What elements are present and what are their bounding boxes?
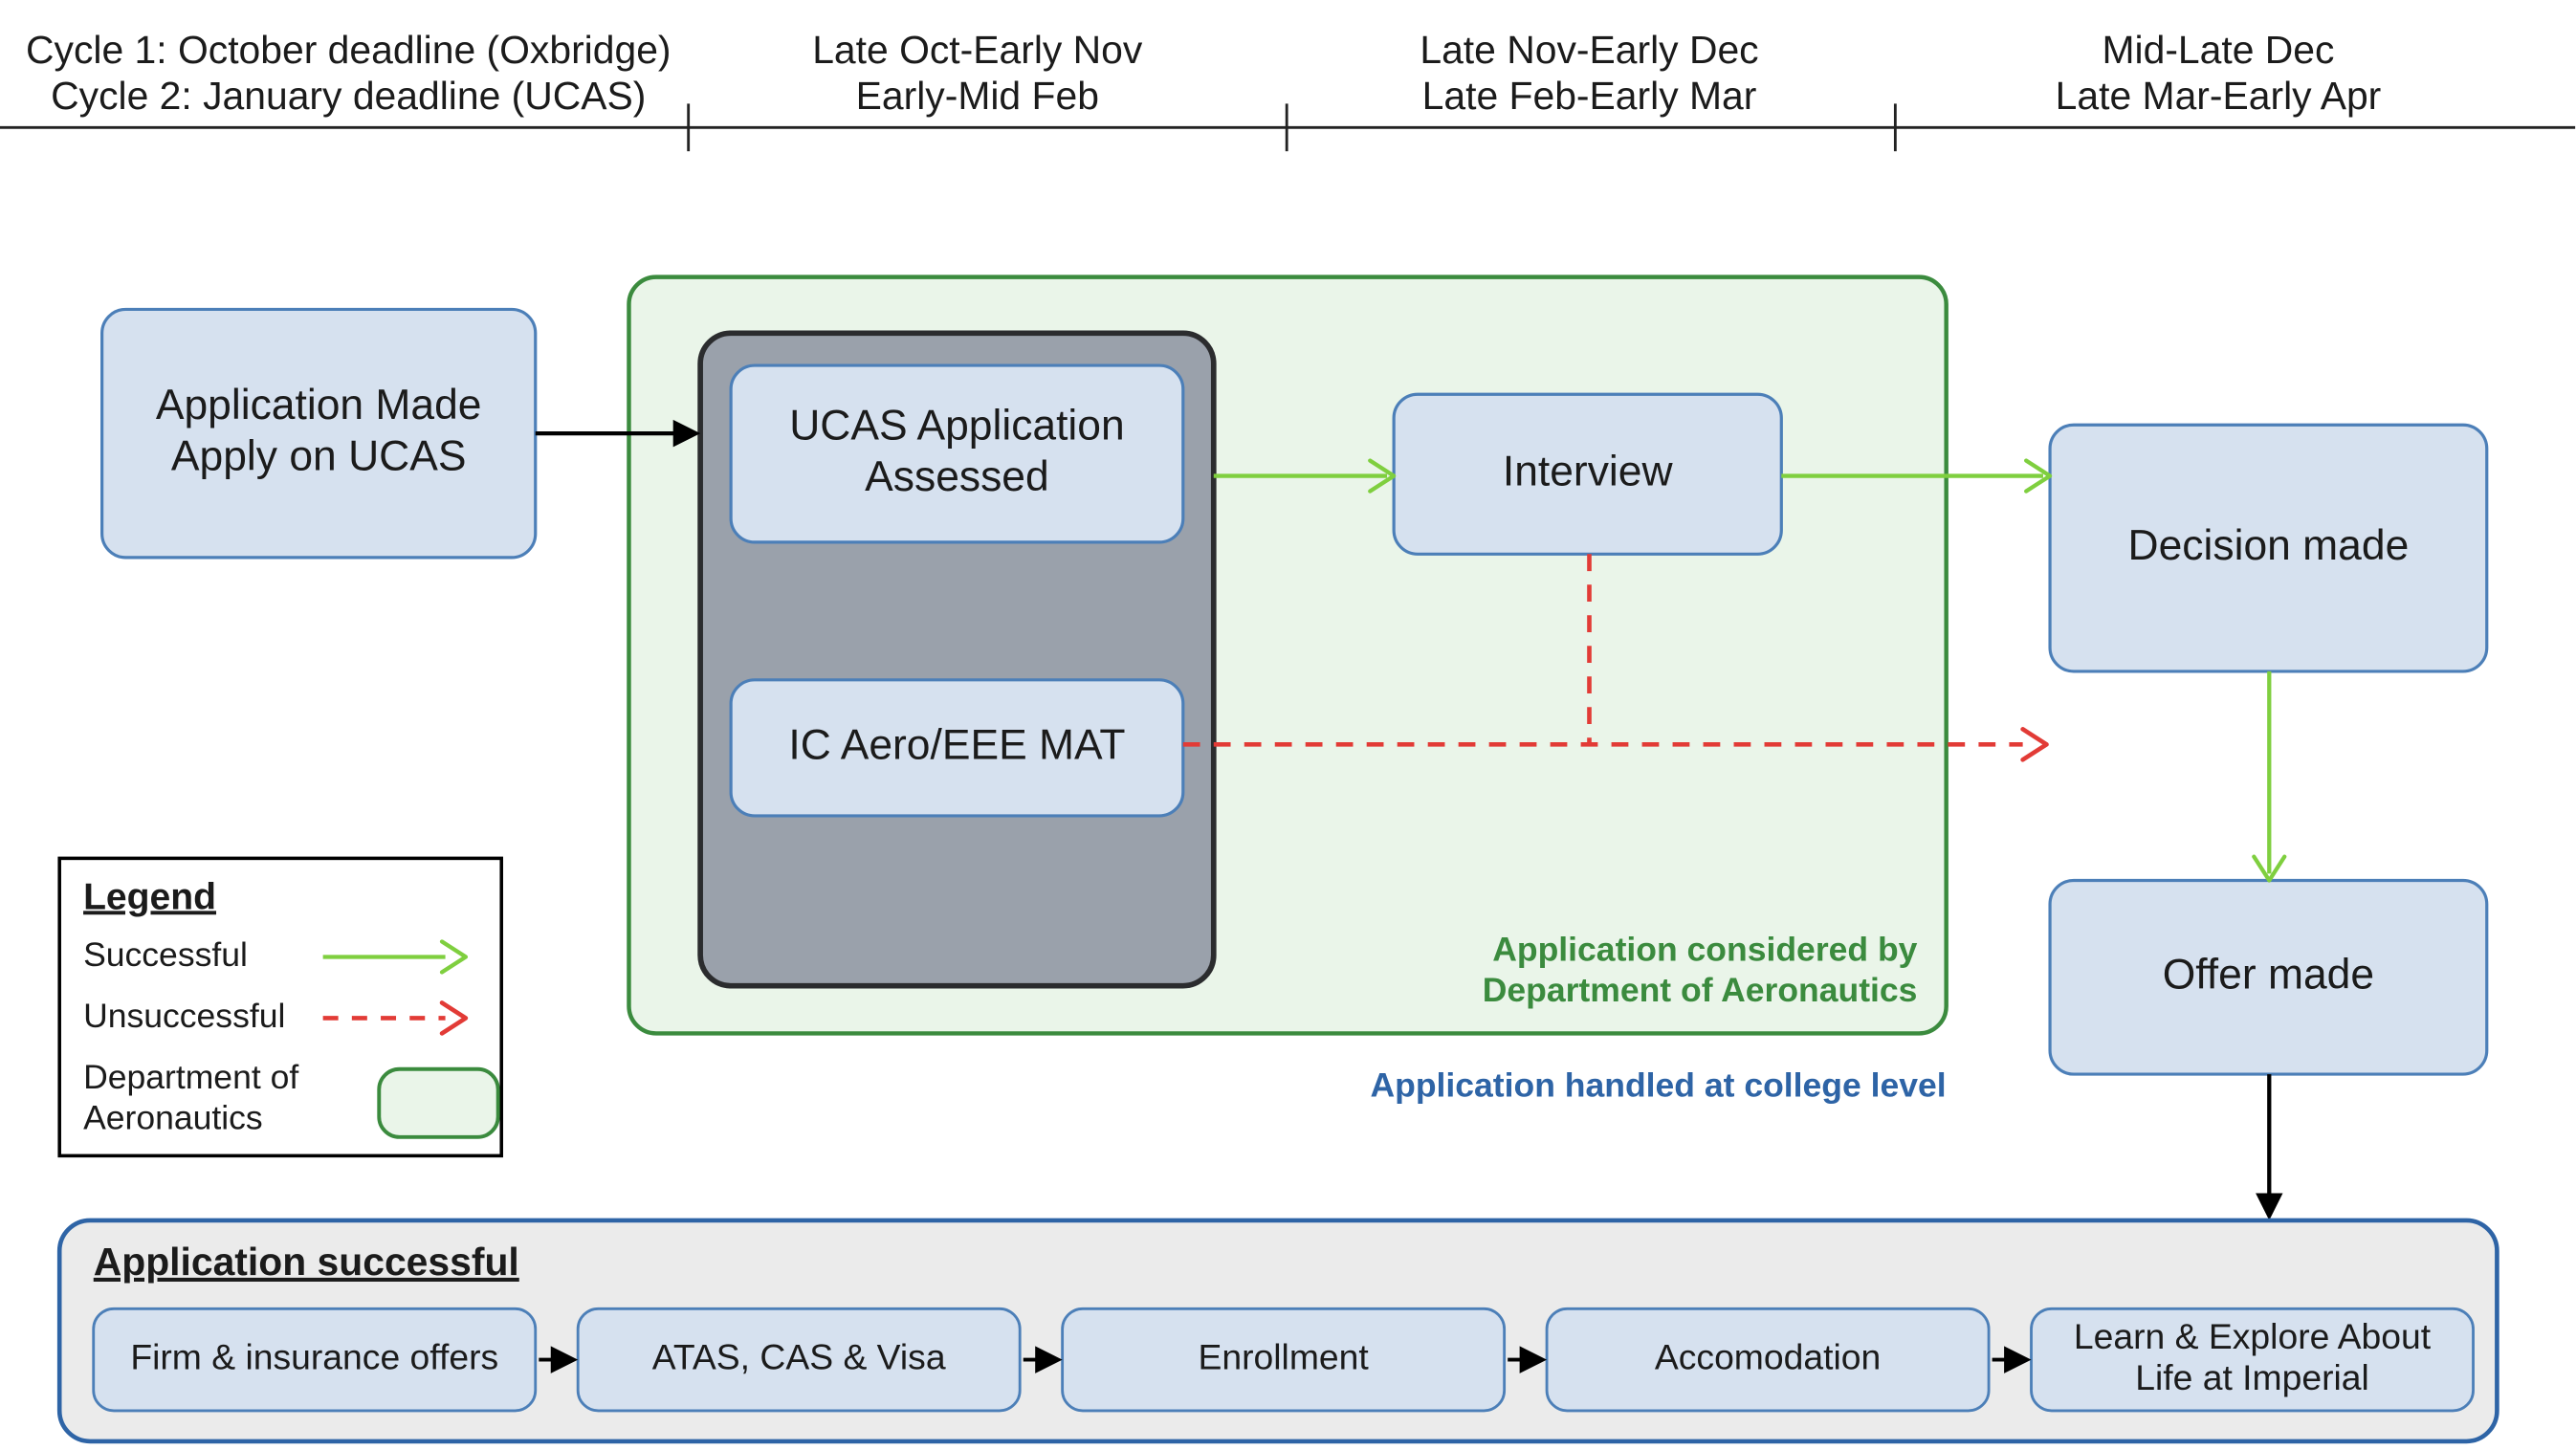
node-decision-label: Decision made (2128, 522, 2410, 569)
legend-item-2-label: Aeronautics (83, 1098, 263, 1136)
success-step-3-label: Accomodation (1655, 1336, 1881, 1376)
legend-swatch-zone (379, 1069, 497, 1137)
college-level-label: Application handled at college level (1370, 1066, 1946, 1105)
node-mat-label: IC Aero/EEE MAT (788, 722, 1125, 769)
timeline-label: Early-Mid Feb (856, 74, 1099, 118)
success-step-2-label: Enrollment (1198, 1336, 1369, 1376)
timeline-label: Late Mar-Early Apr (2056, 74, 2382, 118)
timeline-label: Late Oct-Early Nov (812, 28, 1143, 72)
timeline-label: Late Nov-Early Dec (1420, 28, 1758, 72)
legend-item-1-label: Unsuccessful (83, 997, 285, 1035)
node-app_made-label: Application Made (156, 382, 482, 428)
legend-title: Legend (83, 876, 216, 917)
node-interview-label: Interview (1503, 449, 1674, 495)
node-app_made-label: Apply on UCAS (171, 433, 467, 480)
timeline-label: Late Feb-Early Mar (1422, 74, 1757, 118)
success-panel-title: Application successful (94, 1240, 519, 1284)
node-offer-label: Offer made (2163, 952, 2374, 999)
success-step-4-label: Learn & Explore About (2074, 1316, 2432, 1356)
legend-item-0-label: Successful (83, 935, 248, 974)
success-step-4-label: Life at Imperial (2135, 1357, 2369, 1397)
department-zone-label: Department of Aeronautics (1483, 971, 1918, 1009)
timeline-label: Mid-Late Dec (2102, 28, 2334, 72)
flowchart-canvas: Cycle 1: October deadline (Oxbridge)Cycl… (0, 0, 2576, 1450)
node-ucas_assessed-label: UCAS Application (789, 403, 1125, 450)
legend-item-2-label: Department of (83, 1058, 298, 1096)
success-step-0-label: Firm & insurance offers (130, 1336, 498, 1376)
department-zone-label: Application considered by (1492, 931, 1917, 969)
timeline-label: Cycle 1: October deadline (Oxbridge) (26, 28, 672, 72)
node-ucas_assessed-label: Assessed (865, 453, 1049, 500)
success-step-1-label: ATAS, CAS & Visa (652, 1336, 946, 1376)
timeline-label: Cycle 2: January deadline (UCAS) (51, 74, 646, 118)
